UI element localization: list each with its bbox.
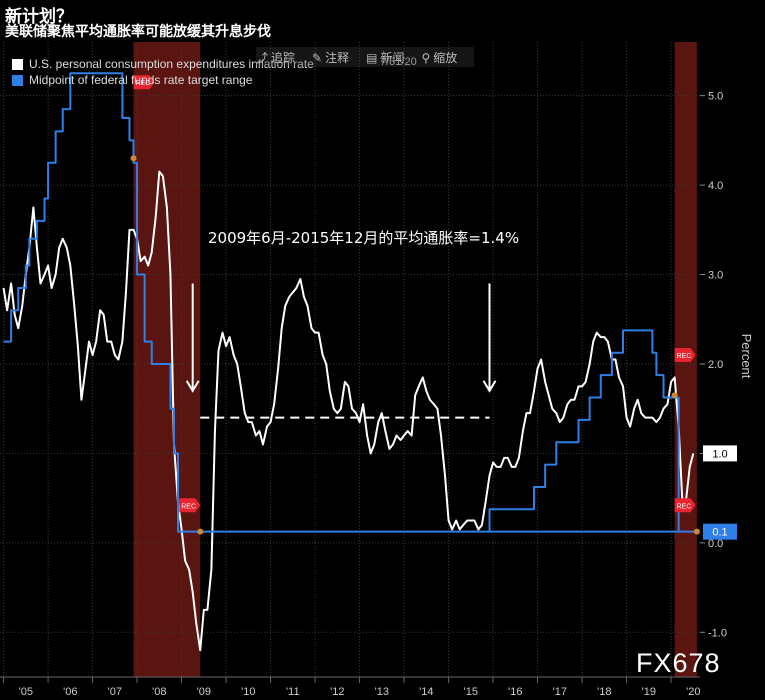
zoom-icon: ⚲ xyxy=(421,50,431,65)
x-tick-label: '15 xyxy=(464,686,478,698)
y-tick-label: 4.0 xyxy=(708,180,723,192)
rec-badge-shape xyxy=(674,348,696,363)
legend-label-pce: U.S. personal consumption expenditures i… xyxy=(29,57,314,71)
rec-badge: REC xyxy=(674,348,696,363)
legend-swatch-blue xyxy=(12,74,23,86)
x-tick-label: '12 xyxy=(330,686,344,698)
news-icon: ▤ xyxy=(366,50,378,65)
x-tick-label: '11 xyxy=(286,686,300,698)
y-tick-label: 5.0 xyxy=(708,91,723,103)
x-tick-label: '07 xyxy=(108,686,122,698)
annotation-text: 2009年6月-2015年12月的平均通胀率=1.4% xyxy=(208,229,519,247)
last-value-box-pce xyxy=(703,445,737,462)
x-tick-label: '13 xyxy=(375,686,389,698)
toolbar-zoom-button[interactable]: ⚲ 缩放 xyxy=(421,50,458,65)
x-tick-label: '06 xyxy=(63,686,77,698)
rec-badge-label: REC xyxy=(677,353,692,360)
x-tick-label: '20 xyxy=(686,686,700,698)
x-tick-label: '17 xyxy=(553,686,567,698)
x-axis-band xyxy=(0,677,765,700)
y-tick-label: -1.0 xyxy=(708,627,727,639)
chart-title: 新计划？ xyxy=(5,7,73,27)
rec-badge-shape xyxy=(179,498,201,513)
chart-subtitle: 美联储聚焦平均通胀率可能放缓其升息步伐 xyxy=(5,24,271,40)
rec-badge-shape xyxy=(674,498,696,513)
legend-label-fed-funds: Midpoint of federal funds rate target ra… xyxy=(29,73,253,87)
x-tick-label: '09 xyxy=(197,686,211,698)
y-tick-label: 2.0 xyxy=(708,359,723,371)
rec-badge: REC xyxy=(133,75,155,90)
y-axis-label: Percent xyxy=(739,334,754,379)
x-tick-label: '14 xyxy=(419,686,433,698)
arrow-head xyxy=(482,380,497,393)
rec-badge-label: REC xyxy=(181,503,196,510)
recession-marker-dot xyxy=(130,155,137,162)
legend-item-pce[interactable]: U.S. personal consumption expenditures i… xyxy=(12,56,314,72)
toolbar-news-button[interactable]: ▤ 新闻 xyxy=(366,50,405,65)
edit-icon: ✎ xyxy=(312,50,323,65)
y-tick-label: 3.0 xyxy=(708,270,723,282)
last-value-text-pce: 1.0 xyxy=(712,448,727,460)
x-tick-label: '19 xyxy=(642,686,656,698)
rec-badge: REC xyxy=(674,498,696,513)
x-tick-label: '18 xyxy=(597,686,611,698)
rec-badge-shape xyxy=(133,75,155,90)
recession-marker-dot xyxy=(693,528,700,535)
x-tick-label: '16 xyxy=(508,686,522,698)
recession-marker-dot xyxy=(671,392,678,399)
rec-badge-label: REC xyxy=(136,80,151,87)
arrow-head xyxy=(185,380,200,393)
rec-badge-label: REC xyxy=(677,503,692,510)
x-tick-label: '05 xyxy=(19,686,33,698)
pce-inflation-line xyxy=(2,170,695,652)
date-badge: 7/31/20 xyxy=(380,56,417,68)
x-tick-label: '08 xyxy=(152,686,166,698)
fed-funds-line xyxy=(3,72,697,533)
y-tick-label: 0.0 xyxy=(708,538,723,550)
recession-marker-dot xyxy=(197,528,204,535)
share-icon: ⤴ xyxy=(256,50,269,65)
toolbar-track-button[interactable]: ⤴ 追踪 xyxy=(256,50,296,65)
last-value-label-fed-funds: 0.1 xyxy=(703,523,737,540)
last-value-label-pce: 1.0 xyxy=(703,445,737,462)
rec-badge: REC xyxy=(179,498,201,513)
legend-swatch-white xyxy=(12,58,23,70)
x-tick-label: '10 xyxy=(241,686,255,698)
last-value-box-fed-funds xyxy=(703,523,737,540)
last-value-text-fed-funds: 0.1 xyxy=(712,527,727,539)
toolbar-annotate-button[interactable]: ✎ 注释 xyxy=(312,50,350,65)
legend-item-fed-funds[interactable]: Midpoint of federal funds rate target ra… xyxy=(12,72,314,88)
legend: U.S. personal consumption expenditures i… xyxy=(12,56,314,88)
chart-toolbar: ⤴ 追踪 ✎ 注释 ▤ 新闻 ⚲ 缩放 xyxy=(256,47,475,67)
watermark-text: FX678 xyxy=(636,648,721,678)
